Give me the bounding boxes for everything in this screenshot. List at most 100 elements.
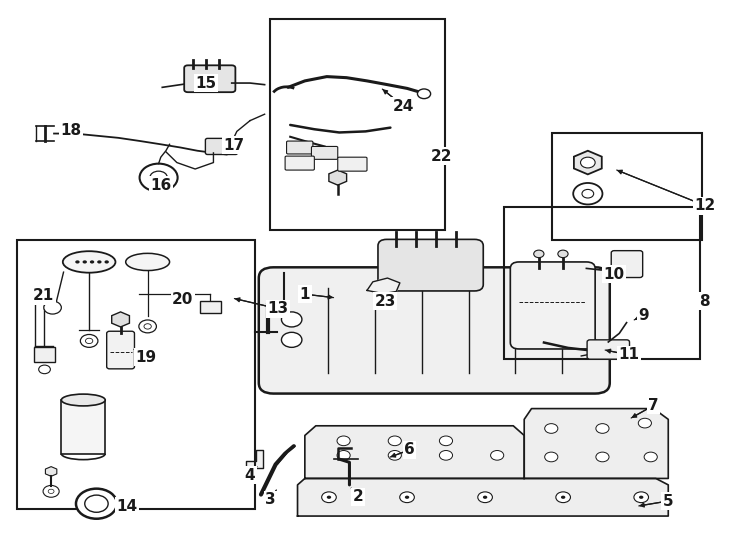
Circle shape (82, 260, 87, 264)
Circle shape (39, 365, 51, 374)
Text: 8: 8 (700, 294, 710, 309)
Circle shape (90, 260, 94, 264)
Text: 21: 21 (33, 288, 54, 303)
FancyBboxPatch shape (311, 146, 338, 159)
Polygon shape (524, 409, 668, 478)
FancyBboxPatch shape (286, 141, 313, 154)
Circle shape (558, 250, 568, 258)
Polygon shape (574, 151, 602, 174)
Polygon shape (247, 450, 264, 468)
Circle shape (80, 334, 98, 347)
Circle shape (388, 450, 401, 460)
Circle shape (639, 418, 652, 428)
Polygon shape (367, 278, 400, 294)
Text: 18: 18 (60, 123, 81, 138)
Circle shape (97, 260, 101, 264)
Circle shape (440, 436, 453, 446)
Text: 3: 3 (265, 492, 276, 508)
Polygon shape (112, 312, 129, 327)
Circle shape (573, 183, 603, 205)
FancyBboxPatch shape (106, 331, 134, 369)
Text: 1: 1 (299, 287, 310, 302)
Circle shape (337, 436, 350, 446)
Text: 17: 17 (223, 138, 244, 153)
Text: 14: 14 (117, 499, 138, 514)
Circle shape (405, 496, 410, 499)
Circle shape (43, 485, 59, 497)
FancyBboxPatch shape (184, 65, 236, 92)
Circle shape (281, 312, 302, 327)
Text: 16: 16 (150, 178, 172, 193)
Circle shape (85, 338, 92, 343)
Circle shape (388, 436, 401, 446)
Bar (270, 19, 445, 230)
Bar (200, 301, 221, 313)
FancyBboxPatch shape (259, 267, 610, 394)
Circle shape (561, 496, 565, 499)
FancyBboxPatch shape (285, 156, 314, 170)
FancyBboxPatch shape (611, 251, 643, 278)
Circle shape (76, 489, 117, 519)
Circle shape (440, 450, 453, 460)
Circle shape (534, 250, 544, 258)
Polygon shape (329, 170, 346, 185)
Circle shape (281, 332, 302, 347)
Bar (504, 207, 700, 359)
Ellipse shape (126, 253, 170, 271)
Circle shape (144, 323, 151, 329)
Bar (34, 347, 56, 362)
Circle shape (545, 424, 558, 433)
Polygon shape (46, 467, 57, 476)
Circle shape (634, 492, 649, 503)
Circle shape (327, 496, 331, 499)
Text: 12: 12 (694, 198, 716, 213)
Text: 6: 6 (404, 442, 415, 457)
Circle shape (478, 492, 493, 503)
Text: 19: 19 (136, 349, 157, 364)
Circle shape (483, 496, 487, 499)
Bar (552, 133, 702, 240)
Circle shape (400, 492, 415, 503)
Text: 7: 7 (648, 398, 659, 413)
Circle shape (567, 332, 587, 347)
Text: 13: 13 (267, 301, 288, 316)
Text: 5: 5 (663, 494, 674, 509)
Circle shape (139, 320, 156, 333)
Ellipse shape (62, 394, 105, 406)
Circle shape (644, 452, 657, 462)
Text: 4: 4 (244, 468, 255, 483)
FancyBboxPatch shape (378, 239, 483, 291)
Circle shape (418, 89, 431, 99)
Polygon shape (297, 478, 668, 516)
Bar (62, 400, 105, 454)
Circle shape (150, 171, 167, 184)
Polygon shape (581, 339, 600, 356)
Text: 22: 22 (431, 148, 452, 164)
Circle shape (104, 260, 109, 264)
Text: 2: 2 (353, 489, 363, 504)
Circle shape (76, 260, 79, 264)
Text: 23: 23 (374, 294, 396, 309)
Text: 15: 15 (195, 76, 217, 91)
FancyBboxPatch shape (510, 262, 595, 349)
Circle shape (581, 157, 595, 168)
Circle shape (84, 495, 108, 512)
Text: 11: 11 (618, 347, 639, 362)
Circle shape (48, 489, 54, 494)
Text: 20: 20 (172, 292, 194, 307)
Circle shape (639, 496, 644, 499)
FancyBboxPatch shape (206, 138, 238, 154)
Circle shape (337, 450, 350, 460)
Circle shape (567, 312, 587, 327)
Circle shape (596, 424, 609, 433)
Circle shape (596, 452, 609, 462)
Polygon shape (305, 426, 524, 478)
Text: 24: 24 (393, 99, 414, 113)
Circle shape (556, 492, 570, 503)
Text: 10: 10 (603, 267, 625, 282)
Circle shape (321, 492, 336, 503)
Circle shape (44, 301, 62, 314)
Bar (18, 240, 255, 509)
Ellipse shape (63, 251, 115, 273)
FancyBboxPatch shape (587, 340, 630, 359)
